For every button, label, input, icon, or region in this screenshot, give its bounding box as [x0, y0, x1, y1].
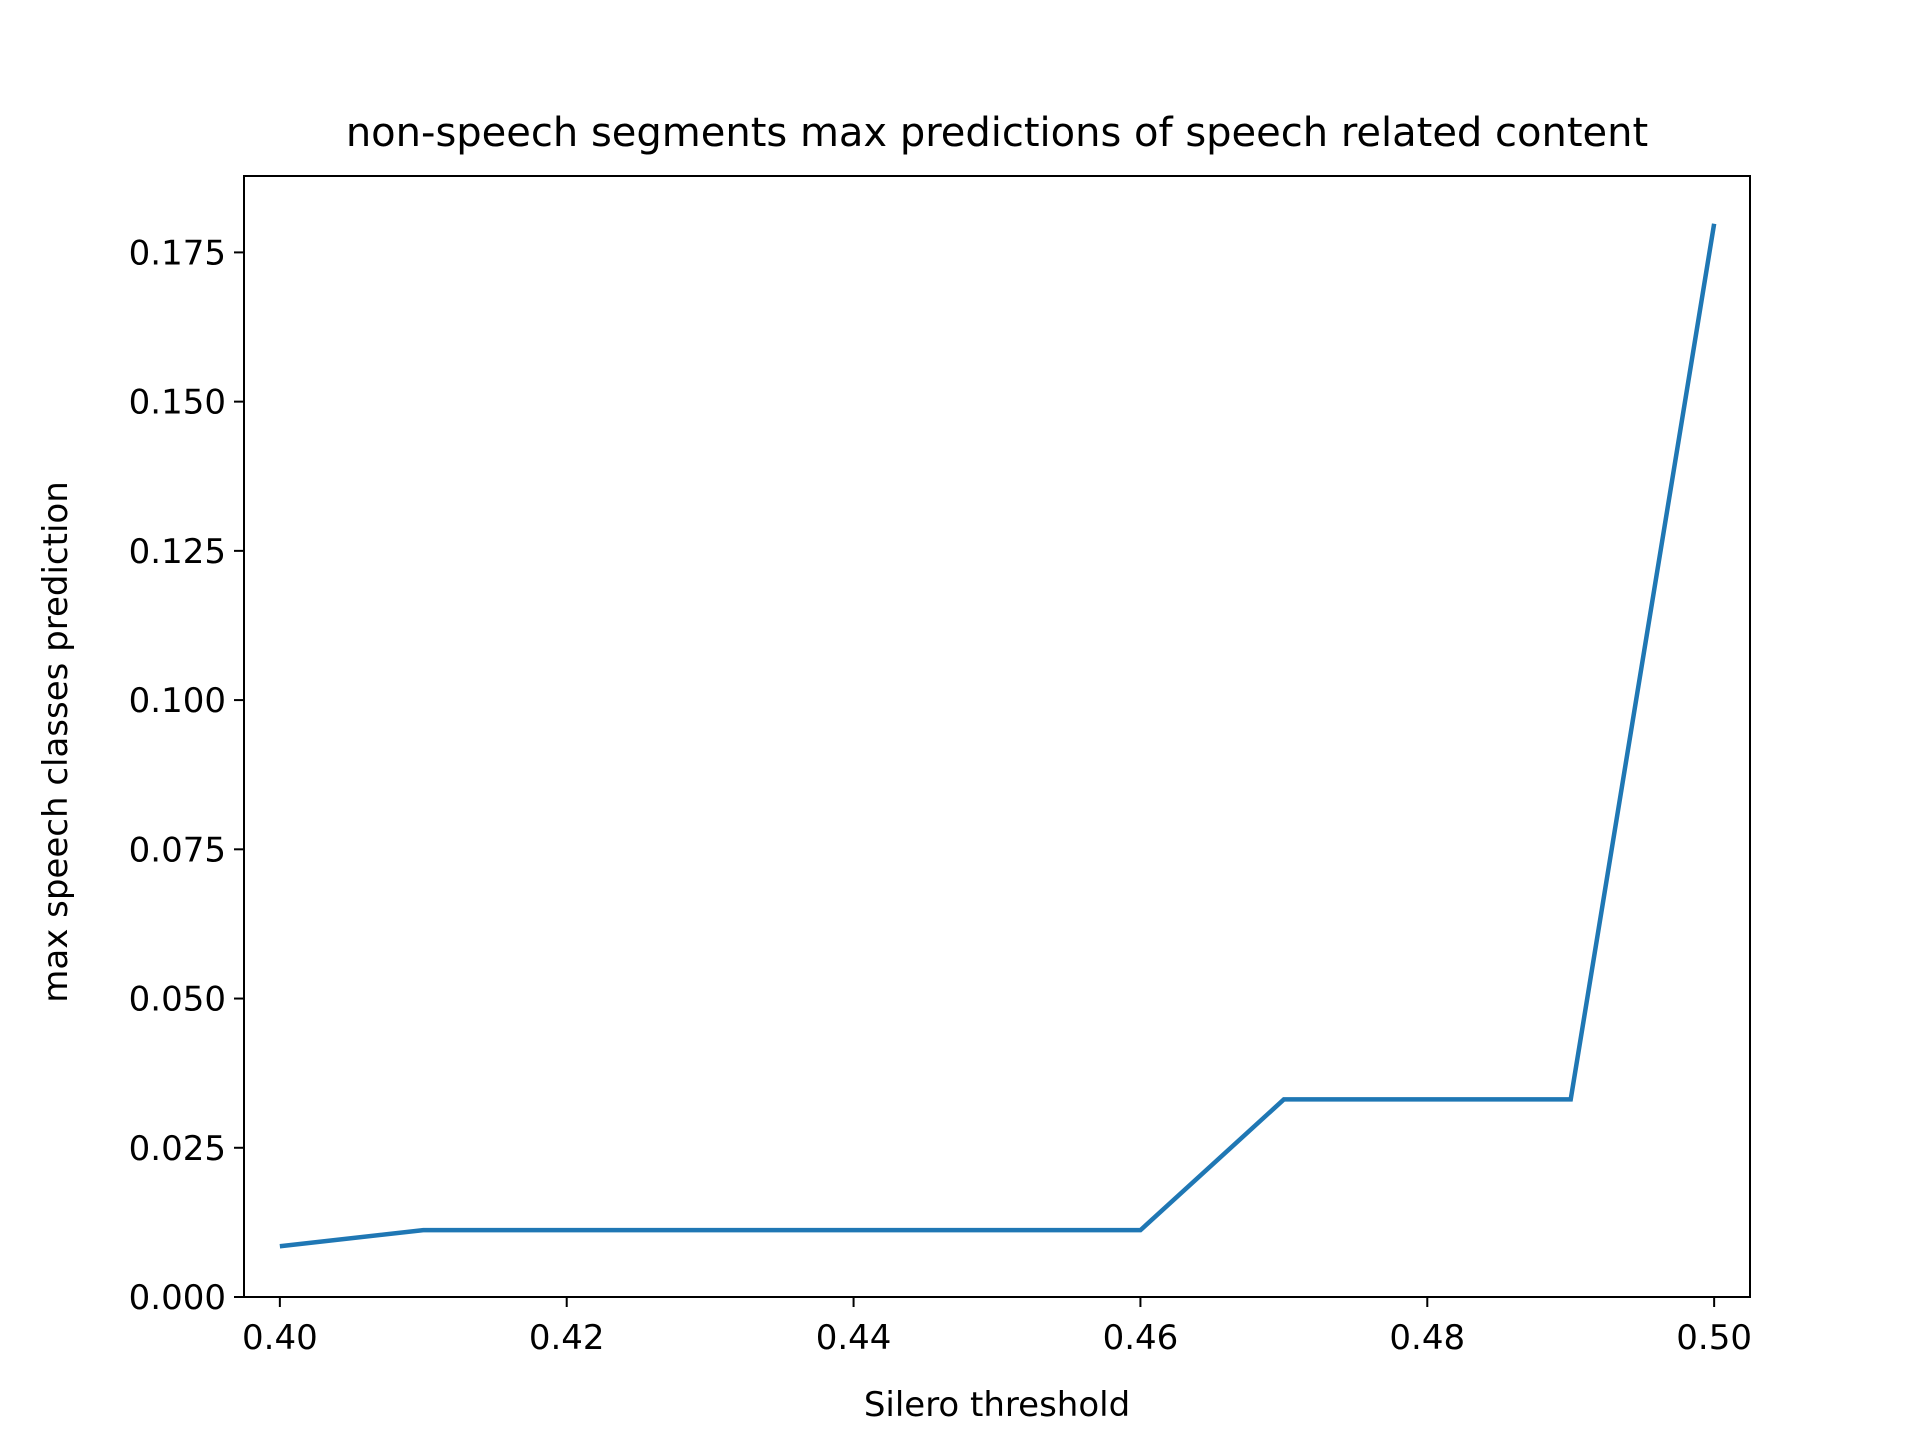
x-axis-label: Silero threshold	[864, 1385, 1130, 1425]
x-tick-label: 0.44	[816, 1318, 892, 1358]
y-tick-label: 0.175	[129, 233, 226, 273]
x-tick-label: 0.50	[1676, 1318, 1752, 1358]
x-tick-label: 0.42	[529, 1318, 605, 1358]
x-tick-label: 0.40	[242, 1318, 318, 1358]
plot-frame	[243, 175, 1751, 1298]
y-axis-label: max speech classes prediction	[36, 481, 76, 1003]
y-tick-label: 0.050	[129, 980, 226, 1020]
x-tick-label: 0.48	[1389, 1318, 1465, 1358]
y-tick-label: 0.150	[129, 383, 226, 423]
y-tick-label: 0.075	[129, 830, 226, 870]
y-tick-label: 0.100	[129, 681, 226, 721]
y-tick-label: 0.000	[129, 1278, 226, 1318]
y-tick-label: 0.125	[129, 532, 226, 572]
y-tick-label: 0.025	[129, 1129, 226, 1169]
y-axis-ticks: 0.000 0.025 0.050 0.075 0.100 0.125 0.150 0.175	[129, 233, 244, 1318]
series-line	[279, 223, 1717, 1249]
chart-title: non-speech segments max predictions of s…	[346, 110, 1648, 156]
x-axis-ticks: 0.40 0.42 0.44 0.46 0.48 0.50	[242, 1297, 1752, 1358]
series-layer	[279, 223, 1717, 1249]
x-tick-label: 0.46	[1103, 1318, 1179, 1358]
